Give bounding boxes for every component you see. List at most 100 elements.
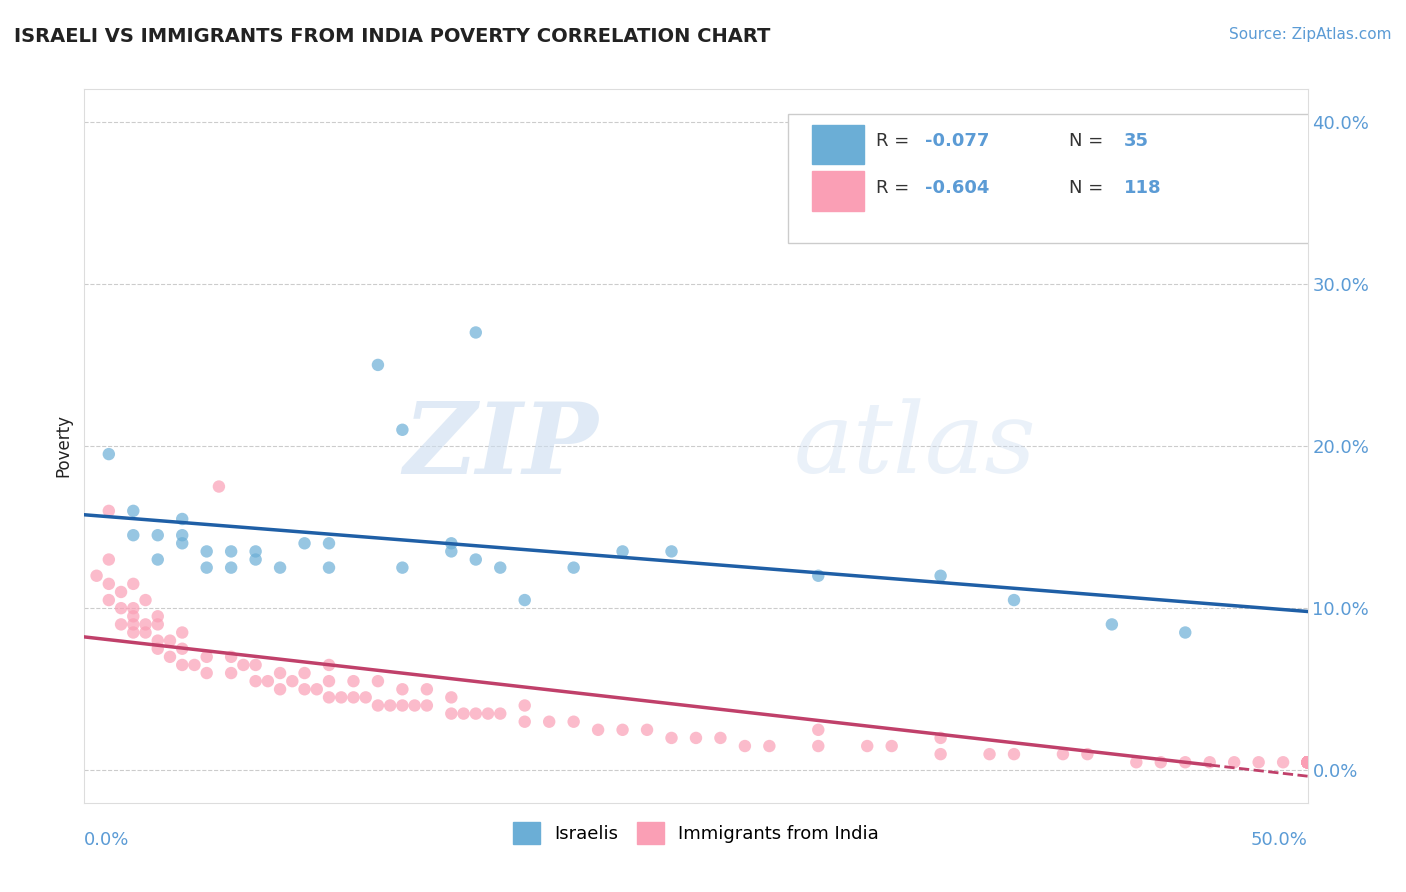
Point xyxy=(146,552,169,566)
Point xyxy=(929,568,952,582)
Point xyxy=(146,528,169,542)
Point xyxy=(464,706,486,721)
Point xyxy=(1296,756,1319,770)
Point xyxy=(1296,756,1319,770)
Point xyxy=(110,585,132,599)
Point xyxy=(562,560,585,574)
Point xyxy=(929,747,952,761)
Point xyxy=(146,609,169,624)
Text: Source: ZipAtlas.com: Source: ZipAtlas.com xyxy=(1229,27,1392,42)
Text: -0.604: -0.604 xyxy=(925,178,988,196)
Point xyxy=(245,552,267,566)
Text: ISRAELI VS IMMIGRANTS FROM INDIA POVERTY CORRELATION CHART: ISRAELI VS IMMIGRANTS FROM INDIA POVERTY… xyxy=(14,27,770,45)
Bar xyxy=(813,171,863,211)
Point xyxy=(122,625,145,640)
Point xyxy=(146,633,169,648)
Point xyxy=(159,633,181,648)
Point xyxy=(1296,756,1319,770)
Point xyxy=(245,544,267,558)
Point xyxy=(1296,756,1319,770)
Point xyxy=(195,560,218,574)
Point xyxy=(1150,756,1173,770)
Point xyxy=(354,690,377,705)
Point xyxy=(146,617,169,632)
Point xyxy=(183,657,205,672)
Point xyxy=(330,690,353,705)
Text: -0.077: -0.077 xyxy=(925,132,988,150)
Point xyxy=(464,326,486,340)
Point xyxy=(97,504,120,518)
Point xyxy=(1296,756,1319,770)
Point xyxy=(159,649,181,664)
Point xyxy=(758,739,780,753)
Bar xyxy=(813,125,863,164)
Point xyxy=(391,698,413,713)
Point xyxy=(208,479,231,493)
Point xyxy=(1296,756,1319,770)
Point xyxy=(513,593,536,607)
Point xyxy=(318,657,340,672)
Point xyxy=(342,690,364,705)
Point xyxy=(294,666,316,681)
Point xyxy=(318,690,340,705)
Point xyxy=(1296,756,1319,770)
Point xyxy=(257,674,280,689)
Point xyxy=(612,544,634,558)
Point xyxy=(146,641,169,656)
Point xyxy=(232,657,254,672)
Point xyxy=(1002,747,1025,761)
Point xyxy=(219,560,242,574)
Point xyxy=(1296,756,1319,770)
Point xyxy=(1296,756,1319,770)
Y-axis label: Poverty: Poverty xyxy=(55,415,73,477)
Point xyxy=(1296,756,1319,770)
Point xyxy=(391,682,413,697)
Point xyxy=(245,674,267,689)
Point xyxy=(122,617,145,632)
Point xyxy=(1296,756,1319,770)
Point xyxy=(464,552,486,566)
Point xyxy=(1296,756,1319,770)
Point xyxy=(404,698,426,713)
Point xyxy=(489,706,512,721)
Point xyxy=(880,739,903,753)
Point xyxy=(612,723,634,737)
Text: N =: N = xyxy=(1069,132,1109,150)
Point xyxy=(318,536,340,550)
Point xyxy=(1296,756,1319,770)
Point xyxy=(245,657,267,672)
Point xyxy=(195,666,218,681)
Point xyxy=(440,536,463,550)
Point xyxy=(709,731,731,745)
Point xyxy=(172,528,194,542)
Point xyxy=(172,536,194,550)
Point xyxy=(1002,593,1025,607)
Point xyxy=(1296,756,1319,770)
Text: 35: 35 xyxy=(1125,132,1149,150)
Point xyxy=(1296,756,1319,770)
Point xyxy=(1076,747,1098,761)
Point xyxy=(294,682,316,697)
Point xyxy=(367,698,389,713)
Text: 118: 118 xyxy=(1125,178,1161,196)
Point xyxy=(453,706,475,721)
Point xyxy=(367,674,389,689)
Point xyxy=(513,698,536,713)
Point xyxy=(562,714,585,729)
Text: atlas: atlas xyxy=(794,399,1036,493)
Point xyxy=(661,731,683,745)
Point xyxy=(1296,756,1319,770)
Point xyxy=(367,358,389,372)
Point xyxy=(122,504,145,518)
Point xyxy=(219,649,242,664)
Point xyxy=(97,447,120,461)
Point xyxy=(1296,756,1319,770)
Point xyxy=(477,706,499,721)
Point xyxy=(281,674,304,689)
Point xyxy=(305,682,328,697)
Point xyxy=(1198,756,1220,770)
Text: ZIP: ZIP xyxy=(404,398,598,494)
Text: 50.0%: 50.0% xyxy=(1251,831,1308,849)
Point xyxy=(685,731,707,745)
Point xyxy=(636,723,658,737)
